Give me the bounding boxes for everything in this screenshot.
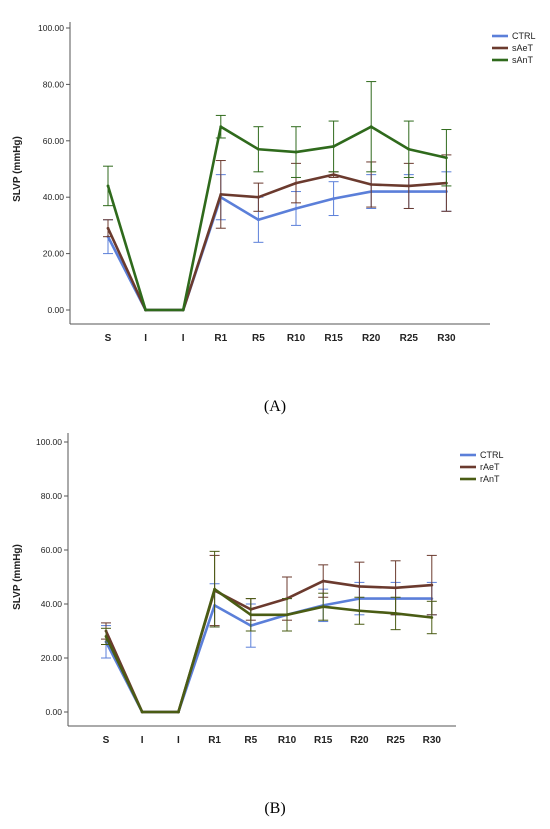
x-tick-label: R15 [324, 333, 343, 344]
legend-label-ctrl: CTRL [480, 450, 504, 460]
legend-label-rant: rAnT [480, 474, 500, 484]
data-point-rant [104, 635, 108, 638]
y-tick-label: 20.00 [43, 249, 65, 259]
data-point-sant [369, 125, 373, 129]
data-point-rant [249, 613, 253, 617]
x-tick-label: R25 [400, 333, 419, 344]
y-axis-label: SLVP (mmHg) [12, 136, 23, 202]
x-tick-label: I [182, 333, 185, 344]
data-point-rant [430, 616, 434, 619]
data-point-saet [257, 195, 260, 199]
x-tick-label: R1 [214, 333, 227, 344]
data-point-saet [369, 183, 373, 186]
data-point-saet [332, 173, 335, 177]
y-tick-label: 0.00 [47, 305, 64, 315]
x-tick-label: R10 [287, 333, 306, 344]
y-tick-label: 40.00 [41, 599, 63, 609]
legend-label-ctrl: CTRL [512, 31, 536, 41]
x-tick-label: R5 [244, 735, 257, 746]
data-point-rant [177, 710, 180, 714]
data-point-raet [321, 579, 325, 583]
series-line-sant [106, 125, 447, 312]
data-point-sant [407, 147, 411, 151]
x-tick-label: R20 [350, 735, 369, 746]
x-tick-label: R20 [362, 333, 381, 344]
x-tick-label: S [103, 735, 110, 746]
series-line-ctrl [106, 190, 447, 312]
data-point-saet [219, 192, 223, 196]
y-tick-label: 80.00 [41, 491, 63, 501]
data-point-sant [144, 308, 148, 312]
x-tick-label: S [105, 333, 112, 344]
data-point-rant [285, 613, 289, 617]
y-tick-label: 100.00 [36, 437, 62, 447]
chart-a: 0.00 20.00 40.00 60.00 80.00 100.00 S I I R1 R5 R10… [12, 22, 536, 344]
legend-label-raet: rAeT [480, 462, 500, 472]
data-point-sant [257, 147, 260, 151]
y-tick-label: 80.00 [43, 79, 65, 89]
y-tick-label: 0.00 [45, 707, 62, 717]
data-point-raet [394, 586, 397, 590]
data-point-saet [294, 181, 298, 185]
data-point-rant [358, 609, 361, 613]
data-point-sant [445, 156, 448, 160]
y-tick-label: 100.00 [38, 23, 64, 33]
chart-b: 0.00 20.00 40.00 60.00 80.00 100.00 S I I R1 R5 R10… [12, 433, 504, 746]
y-tick-label: 40.00 [43, 192, 65, 202]
panel-a-label: (A) [263, 398, 287, 415]
y-axis-label: SLVP (mmHg) [12, 544, 23, 610]
data-point-sant [181, 308, 185, 312]
x-tick-label: R30 [437, 333, 456, 344]
x-tick-label: R10 [278, 735, 297, 746]
legend-label-sant: sAnT [512, 55, 534, 65]
x-tick-label: I [141, 735, 144, 746]
data-point-saet [407, 184, 411, 188]
x-tick-label: R5 [252, 333, 265, 344]
panel-b-label: (B) [264, 800, 286, 817]
data-point-rant [213, 587, 217, 591]
data-point-sant [294, 150, 298, 154]
data-point-ctrl [332, 197, 335, 201]
x-tick-label: I [177, 735, 180, 746]
data-point-raet [430, 583, 434, 587]
y-tick-label: 60.00 [43, 136, 65, 146]
series-line-rant [104, 587, 432, 714]
x-tick-label: I [144, 333, 147, 344]
x-tick-label: R30 [423, 735, 442, 746]
y-tick-label: 60.00 [41, 545, 63, 555]
x-tick-label: R25 [386, 735, 405, 746]
y-tick-label: 20.00 [41, 653, 63, 663]
data-point-ctrl [257, 218, 260, 222]
data-point-sant [219, 125, 223, 129]
data-point-rant [394, 612, 397, 615]
series-line-saet [106, 173, 447, 312]
series-line-raet [104, 579, 432, 714]
legend-label-saet: sAeT [512, 43, 534, 53]
data-point-raet [358, 585, 361, 588]
data-point-sant [106, 184, 110, 188]
x-tick-label: R15 [314, 735, 333, 746]
x-tick-label: R1 [208, 735, 221, 746]
data-point-rant [140, 710, 144, 714]
data-point-saet [106, 226, 110, 230]
data-point-ctrl [294, 207, 298, 210]
data-point-sant [332, 145, 335, 148]
data-point-rant [321, 605, 325, 609]
